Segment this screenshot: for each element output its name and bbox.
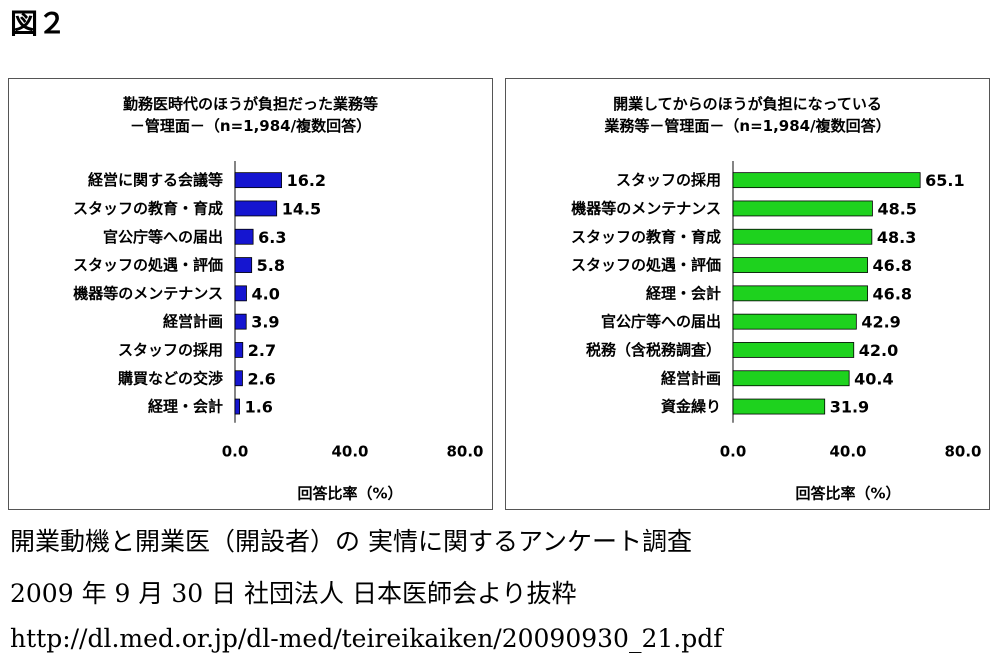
category-label: 税務（含税務調査）: [586, 341, 721, 359]
value-label: 42.9: [861, 313, 900, 332]
x-tick-label: 0.0: [222, 443, 249, 461]
category-label: スタッフの処遇・評価: [73, 256, 223, 274]
category-label: スタッフの採用: [118, 341, 223, 359]
x-tick-label: 40.0: [829, 443, 866, 461]
bar: [234, 313, 247, 330]
x-tick-label: 80.0: [944, 443, 981, 461]
value-label: 14.5: [282, 199, 321, 218]
bar: [234, 370, 243, 387]
x-axis-label: 回答比率（%）: [297, 485, 402, 503]
bar-chart-right: スタッフの採用 65.1 機器等のメンテナンス 48.5 スタッフの教育・育成 48.3 ス…: [571, 161, 982, 503]
category-label: 経営計画: [163, 313, 223, 331]
category-label: スタッフの処遇・評価: [571, 256, 721, 274]
chart-panel-left: 勤務医時代のほうが負担だった業務等 －管理面－（n=1,984/複数回答） 経営…: [8, 78, 493, 510]
category-label: スタッフの教育・育成: [571, 228, 721, 246]
value-label: 46.8: [873, 284, 912, 303]
chart-title-right-line1: 開業してからのほうが負担になっている: [613, 95, 882, 113]
category-label: 資金繰り: [661, 398, 721, 416]
category-label: 購買などの交渉: [117, 369, 223, 387]
value-label: 3.9: [251, 313, 279, 332]
chart-panel-right: 開業してからのほうが負担になっている 業務等－管理面－（n=1,984/複数回答…: [505, 78, 990, 510]
value-label: 48.3: [877, 228, 916, 247]
bar: [732, 172, 921, 189]
category-label: 機器等のメンテナンス: [571, 199, 721, 217]
value-label: 65.1: [925, 171, 964, 190]
category-label: スタッフの教育・育成: [73, 199, 223, 217]
category-label: 官公庁等への届出: [601, 313, 721, 331]
category-label: 機器等のメンテナンス: [73, 284, 223, 302]
bar: [234, 342, 244, 358]
figure-label: 図２: [10, 7, 67, 40]
chart-title-left-line2: －管理面－（n=1,984/複数回答）: [129, 117, 372, 135]
bar: [234, 200, 278, 217]
bar: [732, 313, 857, 330]
bar-chart-left: 経営に関する会議等 16.2 スタッフの教育・育成 14.5 官公庁等への届出 6.3 スタ…: [73, 161, 484, 503]
value-label: 16.2: [287, 171, 326, 190]
x-tick-label: 0.0: [720, 443, 747, 461]
bar: [732, 342, 855, 358]
category-label: 経理・会計: [148, 398, 223, 416]
bar: [234, 398, 240, 415]
value-label: 1.6: [245, 398, 273, 417]
bar: [234, 257, 253, 273]
x-axis-label: 回答比率（%）: [795, 485, 900, 503]
x-tick-label: 80.0: [446, 443, 483, 461]
bar: [732, 257, 868, 273]
value-label: 2.7: [248, 341, 276, 360]
category-label: スタッフの採用: [616, 171, 721, 189]
value-label: 46.8: [873, 256, 912, 275]
bar: [234, 228, 254, 245]
category-label: 官公庁等への届出: [103, 228, 223, 246]
bar: [732, 398, 826, 415]
caption-url[interactable]: http://dl.med.or.jp/dl-med/teireikaiken/…: [10, 624, 723, 653]
value-label: 4.0: [252, 284, 280, 303]
bar: [234, 172, 282, 189]
chart-title-right-line2: 業務等－管理面－（n=1,984/複数回答）: [604, 117, 891, 135]
value-label: 40.4: [854, 369, 893, 388]
value-label: 2.6: [247, 369, 275, 388]
caption-source: 2009 年 9 月 30 日 社団法人 日本医師会より抜粋: [10, 579, 577, 608]
bar: [732, 200, 873, 217]
bar: [732, 285, 868, 302]
value-label: 6.3: [258, 228, 286, 247]
caption-survey-title: 開業動機と開業医（開設者）の 実情に関するアンケート調査: [10, 527, 692, 556]
bar: [732, 228, 873, 245]
value-label: 48.5: [877, 199, 916, 218]
x-tick-label: 40.0: [331, 443, 368, 461]
category-label: 経営計画: [661, 369, 721, 387]
value-label: 5.8: [257, 256, 285, 275]
category-label: 経理・会計: [646, 284, 721, 302]
value-label: 31.9: [830, 398, 869, 417]
bar: [234, 285, 247, 302]
bar: [732, 370, 850, 387]
category-label: 経営に関する会議等: [88, 171, 223, 189]
value-label: 42.0: [859, 341, 898, 360]
chart-title-left-line1: 勤務医時代のほうが負担だった業務等: [122, 95, 378, 113]
